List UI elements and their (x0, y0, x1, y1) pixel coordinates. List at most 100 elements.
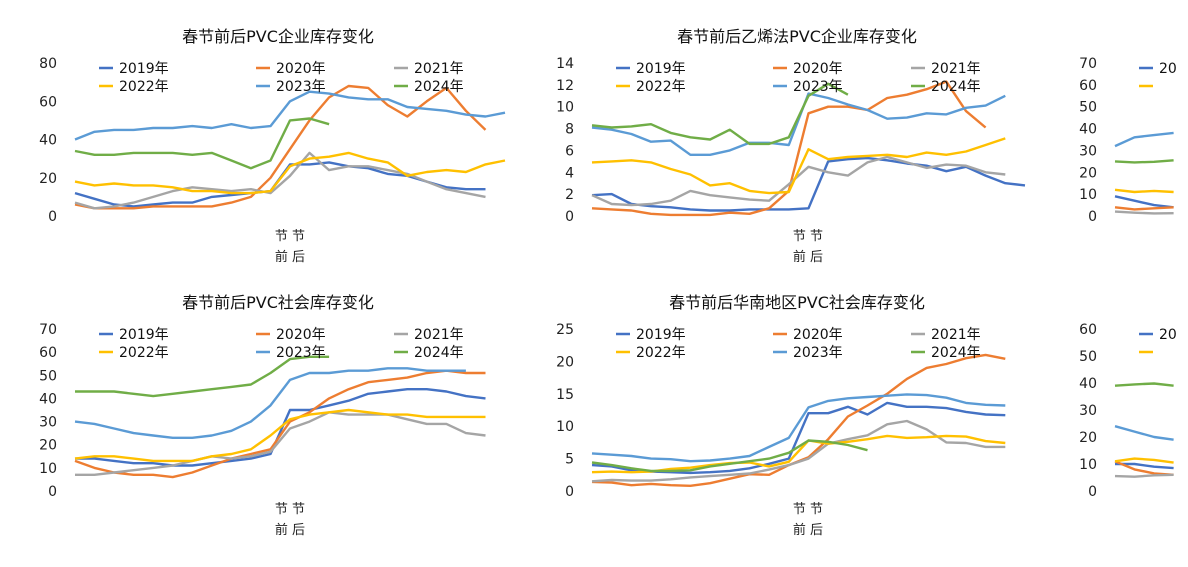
y-tick-label: 20 (39, 171, 57, 187)
chart-c6: 春01020304050602020 (1079, 322, 1177, 500)
series-line-2021 (1114, 473, 1174, 478)
legend-label-2020: 2020年 (276, 327, 326, 343)
legend-label-2022: 2022年 (636, 345, 686, 361)
x-axis-label-top: 节 节 (275, 502, 305, 517)
y-tick-label: 10 (556, 100, 574, 116)
x-axis-label-top: 节 节 (793, 229, 823, 244)
legend-label-2024: 2024年 (931, 79, 981, 95)
y-tick-label: 0 (565, 209, 574, 225)
chart-c5: 0102030405060702020 (1079, 56, 1177, 225)
series-line-2024 (591, 439, 868, 473)
series-line-2022 (74, 151, 506, 195)
x-axis-label-bottom: 前 后 (793, 522, 823, 538)
series-line-2021 (1114, 210, 1174, 215)
x-axis-label-bottom: 前 后 (275, 522, 305, 538)
y-tick-label: 8 (565, 122, 574, 138)
series-line-2024 (75, 355, 330, 398)
series-line-2024 (1114, 159, 1174, 164)
y-tick-label: 0 (48, 484, 57, 500)
legend-label-2023: 2023年 (276, 79, 326, 95)
y-tick-label: 80 (39, 56, 57, 72)
series-line-2019 (1115, 462, 1174, 470)
y-tick-label: 60 (39, 94, 57, 110)
series-line-2024 (591, 82, 849, 146)
y-tick-label: 15 (556, 387, 574, 403)
x-axis-label-top: 节 节 (793, 502, 823, 517)
y-tick-label: 50 (1079, 100, 1097, 116)
x-axis-label-bottom: 前 后 (793, 249, 823, 265)
series-line-2022 (1114, 188, 1174, 194)
y-tick-label: 40 (39, 391, 57, 407)
y-tick-label: 4 (565, 165, 574, 181)
chart-c1: 春节前后PVC企业库存变化 0 20 40 60 80 节 节前 后 2019年 2020年 20… (39, 27, 506, 265)
series-line-2024 (1114, 382, 1174, 387)
y-tick-label: 2 (565, 187, 574, 203)
series-line-2022 (1114, 457, 1174, 464)
y-tick-label: 0 (48, 209, 57, 225)
legend-label-2019: 2019年 (119, 327, 169, 343)
y-tick-label: 20 (39, 438, 57, 454)
x-axis-label-top: 节 节 (275, 229, 305, 244)
chart-title: 春节前后PVC企业库存变化 (182, 27, 374, 46)
legend-label-2022: 2022年 (636, 79, 686, 95)
y-tick-label: 40 (39, 133, 57, 149)
chart-title: 春节前后PVC社会库存变化 (182, 293, 374, 312)
legend-label-2019: 2019年 (636, 327, 686, 343)
legend-label-2024: 2024年 (414, 79, 464, 95)
series-line-2023 (74, 367, 466, 439)
y-tick-label: 70 (1079, 56, 1097, 72)
chart-c3: 春节前后PVC社会库存变化 0 10 20 30 40 50 60 70 节 节前 后 2019年 2… (39, 293, 486, 538)
y-tick-label: 50 (39, 368, 57, 384)
y-tick-label: 30 (1079, 143, 1097, 159)
legend-label-2024: 2024年 (931, 345, 981, 361)
y-tick-label: 50 (1079, 349, 1097, 365)
y-tick-label: 60 (39, 345, 57, 361)
legend-label-2021: 2021年 (931, 61, 981, 77)
series-line-2023 (74, 90, 506, 141)
legend-label-2022: 2022年 (119, 79, 169, 95)
y-tick-label: 40 (1079, 376, 1097, 392)
series-line-2023 (591, 393, 1006, 463)
legend-label-2023: 2023年 (276, 345, 326, 361)
y-tick-label: 25 (556, 322, 574, 338)
y-tick-label: 30 (39, 415, 57, 431)
y-tick-label: 0 (1088, 484, 1097, 500)
series-line-2023 (1114, 131, 1174, 148)
legend-label-2019: 2019年 (636, 61, 686, 77)
y-tick-label: 40 (1079, 122, 1097, 138)
series-line-2019 (591, 156, 1026, 212)
y-tick-label: 10 (556, 419, 574, 435)
series-line-2024 (74, 117, 330, 170)
series-line-2023 (591, 92, 1006, 157)
y-tick-label: 6 (565, 143, 574, 159)
legend-label-2021: 2021年 (414, 61, 464, 77)
x-axis-label-bottom: 前 后 (275, 249, 305, 265)
chart-title: 春节前后乙烯法PVC企业库存变化 (677, 27, 917, 46)
series-line-2019 (75, 388, 486, 467)
series-line-2020 (591, 353, 1006, 487)
y-tick-label: 10 (39, 461, 57, 477)
series-line-2021 (591, 155, 1006, 207)
series-line-2020 (74, 84, 487, 210)
y-tick-label: 20 (1079, 430, 1097, 446)
y-tick-label: 20 (1079, 165, 1097, 181)
series-line-2019 (1114, 195, 1174, 209)
series-line-2020 (1114, 206, 1174, 211)
y-tick-label: 60 (1079, 78, 1097, 94)
legend-label-2020: 2020年 (276, 61, 326, 77)
legend-label-2019: 20 (1159, 327, 1177, 343)
legend-label-2021: 2021年 (931, 327, 981, 343)
legend-label-2024: 2024年 (414, 345, 464, 361)
legend-label-2019: 2019年 (119, 61, 169, 77)
series-line-2021 (74, 151, 486, 210)
series-line-2022 (74, 408, 486, 463)
chart-c4: 春节前后华南地区PVC社会库存变化 0 5 10 15 20 25 节 节前 后 2019年 20… (556, 293, 1006, 538)
y-tick-label: 14 (556, 56, 574, 72)
legend-label-2020: 2020年 (793, 327, 843, 343)
y-tick-label: 0 (565, 484, 574, 500)
legend-label-2019: 20 (1159, 61, 1177, 77)
y-tick-label: 70 (39, 322, 57, 338)
y-tick-label: 5 (565, 452, 574, 468)
y-tick-label: 30 (1079, 403, 1097, 419)
y-tick-label: 0 (1088, 209, 1097, 225)
